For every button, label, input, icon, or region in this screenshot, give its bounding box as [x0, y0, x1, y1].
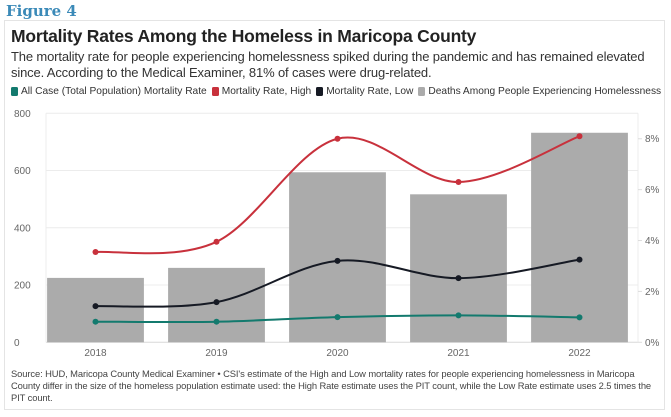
lines	[92, 133, 583, 325]
bar-2022	[531, 132, 628, 343]
y-tick-label: 600	[14, 166, 31, 177]
point-mortality-rate-high-2022	[576, 133, 583, 140]
bar-2021	[410, 194, 507, 343]
y2-tick-label: 0%	[645, 338, 660, 349]
point-mortality-rate-high-2019	[213, 238, 220, 245]
point-mortality-rate-low-2018	[92, 303, 99, 310]
legend-item-rate-low[interactable]: Mortality Rate, Low	[316, 86, 413, 97]
legend-label-rate-low: Mortality Rate, Low	[326, 86, 414, 97]
bars	[47, 132, 628, 343]
x-tick-label: 2020	[326, 348, 349, 359]
y-tick-label: 400	[14, 223, 31, 234]
legend-label-deaths: Deaths Among People Experiencing Homeles…	[428, 86, 662, 97]
point-mortality-rate-high-2021	[455, 179, 462, 185]
point-mortality-rate-low-2022	[576, 256, 583, 263]
y2-tick-label: 2%	[645, 287, 660, 298]
x-tick-label: 2021	[447, 348, 470, 359]
point-all-case-total-population-mortality-rate-2021	[455, 312, 462, 319]
axes: 0 200 400 600 800 0% 2% 4% 6% 8% 2018 2019 2020 2021 2…	[14, 109, 660, 359]
legend-item-deaths[interactable]: Deaths Among People Experiencing Homeles…	[418, 86, 661, 97]
bar-2020	[289, 172, 386, 343]
point-all-case-total-population-mortality-rate-2020	[334, 314, 341, 321]
x-tick-label: 2022	[568, 348, 591, 359]
legend-label-rate-high: Mortality Rate, High	[221, 86, 312, 97]
point-mortality-rate-low-2020	[334, 257, 341, 264]
legend-item-all-case[interactable]: All Case (Total Population) Mortality Ra…	[11, 86, 207, 97]
x-tick-label: 2018	[84, 348, 107, 359]
point-mortality-rate-low-2021	[455, 275, 462, 282]
figure-label: Figure 4	[6, 2, 77, 20]
y-tick-label: 0	[14, 338, 20, 349]
legend-swatch-rate-low	[316, 87, 324, 96]
chart-subtitle: The mortality rate for people experienci…	[11, 49, 645, 80]
x-tick-label: 2019	[205, 348, 228, 359]
legend-item-rate-high[interactable]: Mortality Rate, High	[211, 86, 312, 97]
y-tick-label: 800	[14, 109, 31, 120]
point-mortality-rate-low-2019	[213, 299, 220, 306]
legend-swatch-deaths	[418, 87, 426, 96]
bar-2018	[47, 277, 144, 343]
point-mortality-rate-high-2018	[92, 248, 99, 255]
source-note: Source: HUD, Maricopa County Medical Exa…	[11, 368, 652, 404]
chart-frame	[4, 20, 665, 410]
y2-tick-label: 4%	[645, 236, 660, 247]
point-all-case-total-population-mortality-rate-2018	[92, 318, 99, 325]
point-all-case-total-population-mortality-rate-2019	[213, 318, 220, 325]
y2-tick-label: 6%	[645, 185, 660, 196]
point-all-case-total-population-mortality-rate-2022	[576, 314, 583, 321]
legend-swatch-rate-high	[211, 87, 219, 96]
chart-title: Mortality Rates Among the Homeless in Ma…	[11, 26, 477, 46]
legend: All Case (Total Population) Mortality Ra…	[11, 86, 666, 97]
y2-tick-label: 8%	[645, 134, 660, 145]
y-tick-label: 200	[14, 281, 31, 292]
point-mortality-rate-high-2020	[334, 135, 341, 142]
legend-label-all-case: All Case (Total Population) Mortality Ra…	[21, 86, 207, 97]
legend-swatch-all-case	[11, 87, 18, 96]
